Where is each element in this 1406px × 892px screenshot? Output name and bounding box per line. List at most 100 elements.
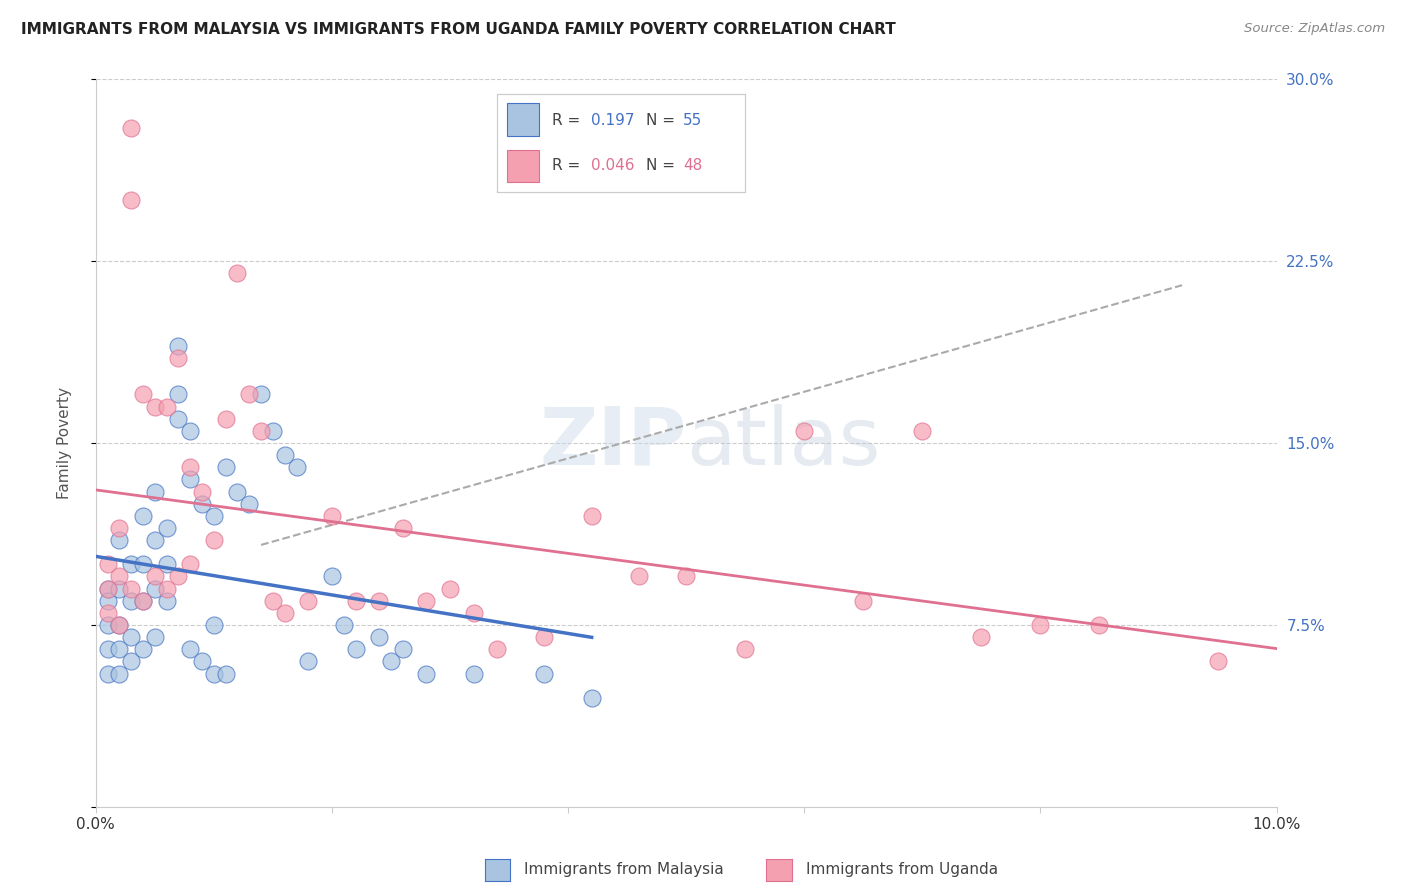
Point (143, 400, 166, 414)
Point (97, 606, 120, 620)
Point (911, 424, 934, 438)
Point (533, 666, 555, 681)
Point (297, 654, 319, 668)
Point (368, 593, 391, 607)
Point (179, 424, 201, 438)
Point (167, 351, 190, 365)
Point (262, 424, 284, 438)
Point (143, 484, 166, 499)
Point (156, 582, 179, 596)
Point (1206, 654, 1229, 668)
Point (238, 497, 260, 511)
Text: IMMIGRANTS FROM MALAYSIA VS IMMIGRANTS FROM UGANDA FAMILY POVERTY CORRELATION CH: IMMIGRANTS FROM MALAYSIA VS IMMIGRANTS F… (21, 22, 896, 37)
Point (273, 606, 295, 620)
Point (143, 569, 166, 583)
Text: Immigrants from Malaysia: Immigrants from Malaysia (524, 863, 724, 877)
Point (675, 569, 697, 583)
Point (238, 387, 260, 401)
Point (439, 582, 461, 596)
Point (463, 666, 485, 681)
Point (581, 508, 603, 523)
Point (143, 533, 166, 547)
Point (97, 582, 120, 596)
Point (156, 400, 179, 414)
Point (262, 593, 284, 607)
Point (108, 533, 131, 547)
Point (167, 339, 190, 353)
Point (97, 558, 120, 572)
Point (463, 606, 485, 620)
Text: Immigrants from Uganda: Immigrants from Uganda (806, 863, 998, 877)
Point (120, 593, 142, 607)
Point (97, 593, 120, 607)
Point (120, 194, 142, 208)
Text: ZIP: ZIP (538, 404, 686, 482)
Point (97, 618, 120, 632)
Point (156, 521, 179, 535)
Point (167, 569, 190, 583)
Point (108, 618, 131, 632)
Point (120, 582, 142, 596)
Point (533, 630, 555, 644)
Point (273, 448, 295, 462)
Point (156, 558, 179, 572)
Point (97, 666, 120, 681)
Point (250, 424, 273, 438)
Point (297, 593, 319, 607)
Point (215, 460, 238, 475)
Point (167, 411, 190, 425)
Point (108, 569, 131, 583)
Point (368, 630, 391, 644)
Point (380, 654, 402, 668)
Point (167, 387, 190, 401)
Point (132, 558, 155, 572)
Point (108, 521, 131, 535)
Point (191, 497, 214, 511)
Point (285, 460, 308, 475)
Point (143, 582, 166, 596)
Point (191, 654, 214, 668)
Point (250, 387, 273, 401)
Point (179, 472, 201, 486)
Point (793, 424, 815, 438)
Point (132, 508, 155, 523)
Point (179, 460, 201, 475)
Point (344, 593, 367, 607)
Point (391, 642, 413, 657)
Point (108, 666, 131, 681)
Point (486, 642, 509, 657)
Y-axis label: Family Poverty: Family Poverty (58, 387, 72, 499)
Point (179, 558, 201, 572)
Point (202, 666, 225, 681)
Point (132, 387, 155, 401)
Point (120, 120, 142, 135)
Point (132, 642, 155, 657)
Point (143, 630, 166, 644)
Point (1029, 618, 1052, 632)
Point (202, 533, 225, 547)
Point (179, 642, 201, 657)
Point (108, 618, 131, 632)
Point (97, 582, 120, 596)
Point (321, 508, 343, 523)
Point (132, 593, 155, 607)
Point (120, 654, 142, 668)
Point (415, 593, 437, 607)
Point (120, 558, 142, 572)
Point (970, 630, 993, 644)
Point (191, 484, 214, 499)
Point (321, 569, 343, 583)
Point (156, 593, 179, 607)
Point (215, 411, 238, 425)
Point (627, 569, 650, 583)
Point (215, 666, 238, 681)
Point (226, 266, 249, 280)
Text: atlas: atlas (686, 404, 880, 482)
Point (202, 618, 225, 632)
Point (344, 642, 367, 657)
Text: Source: ZipAtlas.com: Source: ZipAtlas.com (1244, 22, 1385, 36)
Point (581, 690, 603, 705)
Point (132, 593, 155, 607)
Point (202, 508, 225, 523)
Point (97, 642, 120, 657)
